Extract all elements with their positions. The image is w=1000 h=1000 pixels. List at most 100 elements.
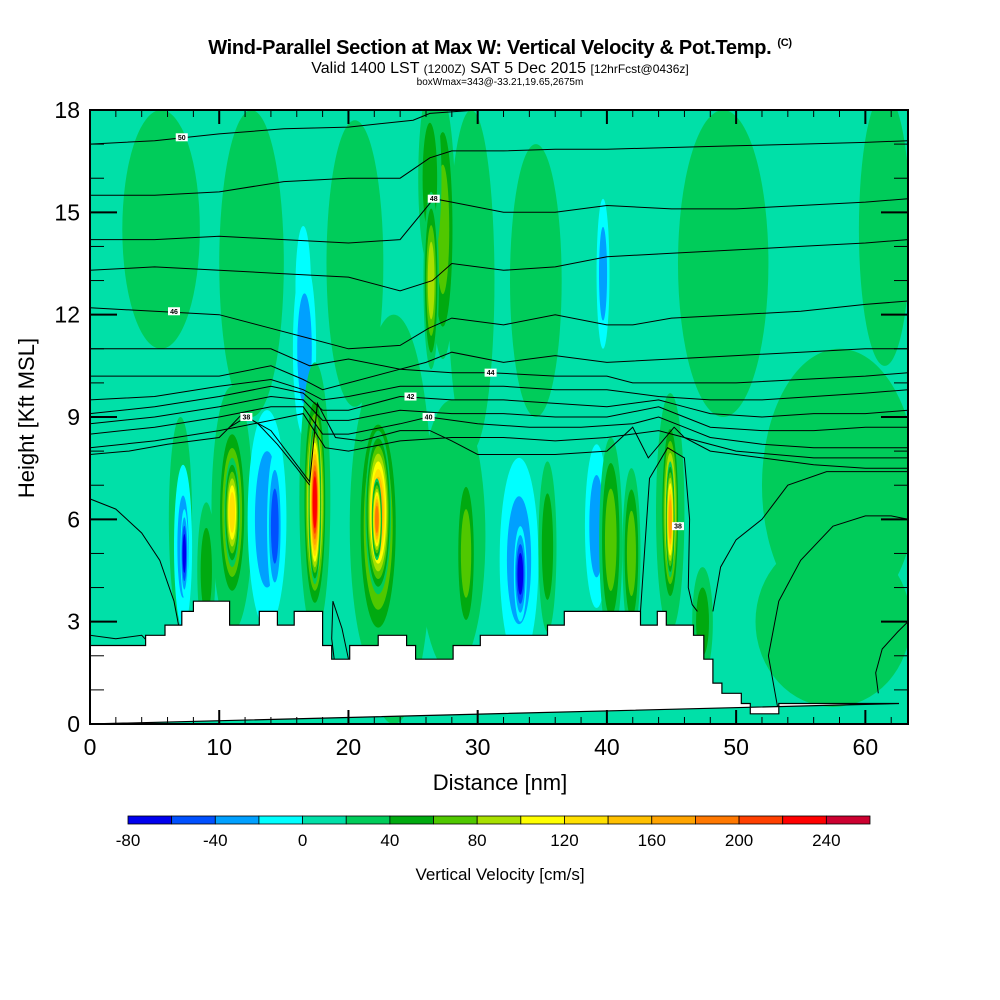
theta-contour-line — [229, 412, 311, 486]
velocity-cell — [665, 461, 675, 578]
colorbar-swatch — [258, 815, 303, 825]
velocity-cell — [447, 110, 495, 452]
theta-contour-line — [90, 401, 908, 484]
contour-label-text: 42 — [407, 394, 415, 401]
contour-label-box — [175, 133, 188, 142]
velocity-cell — [538, 461, 557, 632]
x-tick-label: 20 — [336, 734, 362, 760]
contour-label-box — [167, 307, 180, 316]
theta-contour-line — [640, 447, 698, 612]
velocity-cell — [455, 464, 477, 643]
colorbar-swatch — [345, 815, 391, 825]
colorbar-swatch — [214, 815, 260, 825]
contour-label-text: 50 — [178, 135, 186, 142]
velocity-band — [541, 493, 554, 600]
terrain-profile — [90, 600, 900, 724]
theta-contour-line — [331, 601, 349, 660]
colorbar-swatch — [651, 815, 696, 825]
velocity-band — [375, 505, 379, 533]
velocity-band — [229, 492, 236, 533]
theta-contour-line — [90, 365, 908, 391]
velocity-cell — [599, 437, 623, 643]
velocity-band — [460, 509, 472, 598]
terrain — [90, 600, 900, 724]
colorbar-tick-label: 120 — [550, 831, 578, 850]
colorbar-swatch — [520, 815, 565, 825]
theta-contour-line — [90, 348, 908, 370]
velocity-cell — [267, 451, 283, 602]
contour-label: 48 — [427, 194, 440, 203]
chart-title-text: Wind-Parallel Section at Max W: Vertical… — [208, 37, 772, 59]
contour-label: 46 — [167, 307, 180, 316]
colorbar: -80 -40 0 40 80 120 160 200 240 — [116, 815, 871, 850]
velocity-band — [200, 527, 212, 614]
velocity-cell — [180, 509, 189, 598]
colorbar-tick-label: 200 — [725, 831, 753, 850]
velocity-cell — [755, 536, 908, 707]
contour-label: 44 — [484, 368, 497, 377]
boxwmax-info: boxWmax=343@-33.21,19.65,2675m — [416, 77, 584, 88]
contour-label-box — [240, 413, 253, 421]
colorbar-swatch — [302, 815, 347, 825]
contour-label: 38 — [671, 522, 684, 531]
colorbar-tick-label: 160 — [638, 831, 666, 850]
velocity-band — [270, 488, 279, 564]
colorbar-swatch — [127, 815, 173, 825]
velocity-cell — [513, 526, 527, 622]
colorbar-tick-label: -80 — [116, 831, 141, 850]
velocity-band — [677, 110, 769, 417]
y-tick-label: 0 — [67, 711, 80, 737]
velocity-band — [517, 553, 524, 595]
velocity-cell — [371, 478, 383, 561]
valid-date: SAT 5 Dec 2015 — [470, 60, 587, 77]
valid-time: Valid 1400 LST — [311, 60, 420, 77]
contour-label-box — [427, 194, 440, 203]
velocity-band — [182, 534, 187, 573]
contour-label-text: 46 — [170, 309, 178, 316]
theta-contour-line — [90, 239, 908, 292]
contour-label: 50 — [175, 133, 188, 142]
colorbar-tick-label: 240 — [812, 831, 840, 850]
colorbar-tick-label: 40 — [380, 831, 399, 850]
x-tick-label: 30 — [465, 734, 491, 760]
y-tick-label: 18 — [54, 97, 80, 123]
y-tick-label: 12 — [54, 302, 80, 328]
velocity-cell — [326, 120, 384, 407]
theta-contour-line — [90, 110, 908, 145]
velocity-cell — [224, 457, 240, 568]
theta-contour-line — [712, 471, 908, 612]
velocity-band — [447, 110, 495, 452]
velocity-cell — [622, 468, 641, 639]
contour-label: 40 — [422, 413, 435, 422]
contour-label: 38 — [240, 413, 253, 422]
colorbar-swatch — [389, 815, 434, 825]
contour-label-text: 40 — [425, 415, 433, 422]
axes: 0 10 20 30 40 50 60 0 3 6 9 12 15 18 — [54, 97, 909, 760]
colorbar-tick-label: 0 — [298, 831, 307, 850]
copyright-mark: (C) — [777, 37, 792, 50]
x-tick-label: 60 — [853, 734, 879, 760]
contour-label-text: 44 — [487, 370, 495, 377]
velocity-band — [219, 110, 284, 417]
forecast-info: [12hrFcst@0436z] — [590, 62, 689, 76]
velocity-cell — [308, 420, 322, 585]
velocity-cell — [122, 110, 200, 349]
contour-label-box — [484, 368, 497, 377]
theta-contour-line — [90, 406, 908, 449]
velocity-band — [326, 120, 384, 407]
contour-label-box — [404, 392, 417, 401]
contour-label-text: 38 — [242, 415, 250, 422]
theta-contour-line — [90, 300, 908, 350]
theta-contour-line — [767, 515, 908, 714]
theta-contour-line — [90, 395, 908, 432]
velocity-cell — [677, 110, 769, 417]
x-tick-label: 40 — [594, 734, 620, 760]
y-tick-label: 15 — [54, 199, 80, 225]
chart-subtitle: Valid 1400 LST (1200Z) SAT 5 Dec 2015 [1… — [0, 60, 1000, 78]
y-tick-label: 3 — [67, 609, 80, 635]
velocity-band — [122, 110, 200, 349]
theta-contour-line — [90, 413, 908, 469]
colorbar-title: Vertical Velocity [cm/s] — [415, 865, 584, 884]
theta-contour-line — [90, 385, 908, 418]
theta-contour-line — [90, 378, 908, 401]
